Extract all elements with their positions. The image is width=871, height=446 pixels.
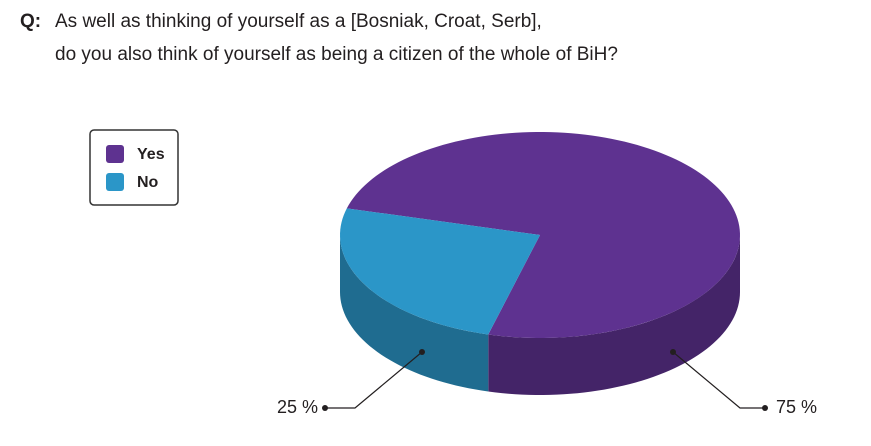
legend-box — [89, 129, 179, 206]
slice — [340, 208, 540, 335]
leader-dot — [670, 349, 676, 355]
leader-line — [325, 351, 423, 409]
leader-dot — [762, 405, 768, 411]
slice-side — [340, 235, 489, 392]
leader-dot — [419, 349, 425, 355]
data-label: 25 % — [277, 397, 318, 417]
title-prefix: Q: — [20, 11, 41, 32]
legend-swatch — [106, 145, 124, 163]
chart-title: As well as thinking of yourself as a [Bo… — [55, 11, 542, 32]
slice — [346, 132, 740, 338]
legend-swatch — [106, 173, 124, 191]
chart-title: do you also think of yourself as being a… — [55, 44, 618, 65]
legend-label: No — [137, 174, 159, 191]
data-label: 75 % — [776, 397, 817, 417]
legend-label: Yes — [137, 146, 165, 163]
leader-line — [672, 351, 765, 409]
leader-dot — [322, 405, 328, 411]
